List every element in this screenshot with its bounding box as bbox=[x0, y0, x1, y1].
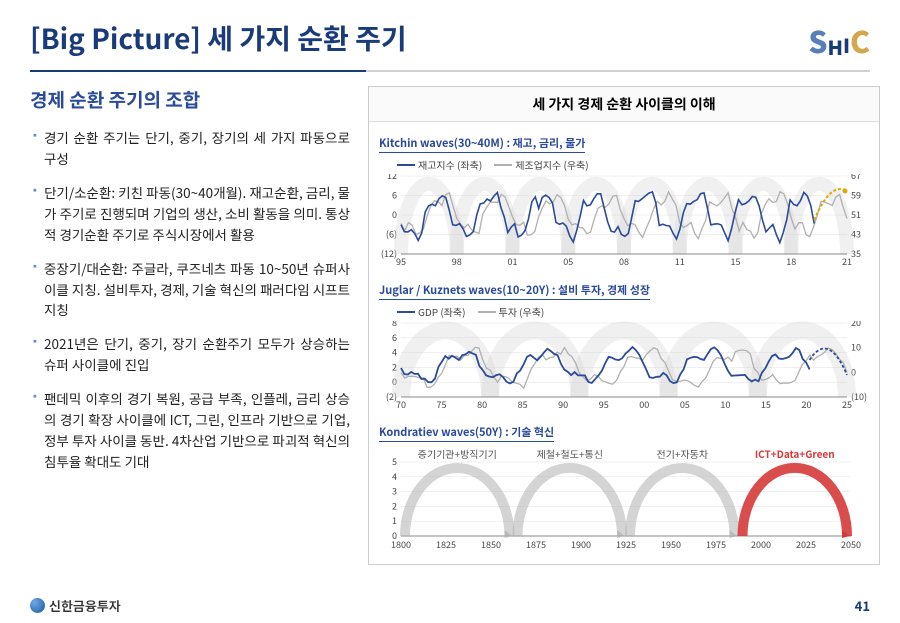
svg-text:15: 15 bbox=[761, 398, 771, 411]
bullet-item: 팬데믹 이후의 경기 복원, 공급 부족, 인플레, 금리 상승의 경기 확장 … bbox=[30, 388, 350, 472]
chart-kondratiev: Kondratiev waves(50Y) : 기술 혁신 5432101800… bbox=[379, 417, 869, 554]
bullet-list: 경기 순환 주기는 단기, 중기, 장기의 세 가지 파동으로 구성단기/소순환… bbox=[30, 127, 350, 472]
legend-item: 제조업지수 (우축) bbox=[494, 157, 588, 172]
svg-text:ICT+Data+Green: ICT+Data+Green bbox=[755, 446, 835, 461]
bullet-item: 경기 순환 주기는 단기, 중기, 장기의 세 가지 파동으로 구성 bbox=[30, 127, 350, 169]
svg-text:59: 59 bbox=[851, 189, 861, 202]
svg-text:51: 51 bbox=[851, 208, 861, 221]
svg-text:증기기관+방직기기: 증기기관+방직기기 bbox=[418, 446, 497, 461]
logo: S H I C bbox=[808, 18, 870, 62]
chart1-title: Kitchin waves(30~40M) : 재고, 금리, 물가 bbox=[379, 135, 585, 153]
chart1-legend: 재고지수 (좌축) 제조업지수 (우축) bbox=[397, 157, 869, 172]
svg-text:08: 08 bbox=[619, 255, 629, 268]
bullet-item: 단기/소순환: 키친 파동(30~40개월). 재고순환, 금리, 물가 주기로… bbox=[30, 182, 350, 245]
legend-item: 재고지수 (좌축) bbox=[397, 157, 482, 172]
title-divider bbox=[30, 70, 870, 72]
svg-text:95: 95 bbox=[396, 255, 406, 268]
svg-text:4: 4 bbox=[392, 470, 397, 483]
svg-text:00: 00 bbox=[639, 398, 649, 411]
chart1-svg: 1260(6)(12)6759514335959801050811151821 bbox=[379, 174, 869, 269]
svg-text:1925: 1925 bbox=[616, 538, 636, 551]
svg-text:10: 10 bbox=[851, 341, 861, 354]
svg-text:11: 11 bbox=[675, 255, 685, 268]
bullet-item: 중장기/대순환: 주글라, 쿠즈네츠 파동 10~50년 슈퍼사이클 지칭. 설… bbox=[30, 258, 350, 321]
svg-text:15: 15 bbox=[731, 255, 741, 268]
svg-text:98: 98 bbox=[452, 255, 462, 268]
svg-text:1875: 1875 bbox=[526, 538, 546, 551]
chart2-legend: GDP (좌축) 투자 (우축) bbox=[397, 304, 869, 319]
svg-text:20: 20 bbox=[851, 321, 861, 329]
svg-text:90: 90 bbox=[558, 398, 568, 411]
chart2-svg: 86420(2)20100(10)70758085909500051015202… bbox=[379, 321, 869, 411]
svg-text:18: 18 bbox=[786, 255, 796, 268]
svg-text:5: 5 bbox=[392, 455, 397, 468]
logo-c: C bbox=[850, 18, 870, 62]
chart-juglar: Juglar / Kuznets waves(10~20Y) : 설비 투자, … bbox=[379, 275, 869, 411]
svg-text:75: 75 bbox=[437, 398, 447, 411]
bullet-item: 2021년은 단기, 중기, 장기 순환주기 모두가 상승하는 슈퍼 사이클에 … bbox=[30, 333, 350, 375]
chart-panel-header: 세 가지 경제 순환 사이클의 이해 bbox=[369, 87, 879, 122]
svg-text:05: 05 bbox=[563, 255, 573, 268]
svg-text:전기+자동차: 전기+자동차 bbox=[656, 446, 708, 461]
legend-item: GDP (좌축) bbox=[397, 304, 466, 319]
svg-text:8: 8 bbox=[392, 321, 397, 329]
chart2-title: Juglar / Kuznets waves(10~20Y) : 설비 투자, … bbox=[379, 282, 650, 300]
svg-text:21: 21 bbox=[842, 255, 852, 268]
svg-text:12: 12 bbox=[387, 174, 397, 182]
company-icon bbox=[30, 598, 45, 613]
svg-text:85: 85 bbox=[518, 398, 528, 411]
svg-text:2025: 2025 bbox=[796, 538, 816, 551]
svg-text:3: 3 bbox=[392, 485, 397, 498]
svg-text:제철+철도+통신: 제철+철도+통신 bbox=[537, 446, 603, 461]
chart-kitchin: Kitchin waves(30~40M) : 재고, 금리, 물가 재고지수 … bbox=[379, 128, 869, 269]
svg-text:10: 10 bbox=[720, 398, 730, 411]
svg-text:2000: 2000 bbox=[751, 538, 771, 551]
svg-text:1900: 1900 bbox=[571, 538, 591, 551]
svg-text:1850: 1850 bbox=[481, 538, 501, 551]
logo-i: I bbox=[843, 30, 850, 59]
svg-text:67: 67 bbox=[851, 174, 861, 182]
svg-text:80: 80 bbox=[477, 398, 487, 411]
svg-text:1975: 1975 bbox=[706, 538, 726, 551]
svg-text:95: 95 bbox=[599, 398, 609, 411]
svg-text:20: 20 bbox=[801, 398, 811, 411]
svg-text:6: 6 bbox=[392, 189, 397, 202]
svg-text:6: 6 bbox=[392, 331, 397, 344]
logo-h: H bbox=[828, 32, 843, 61]
svg-text:4: 4 bbox=[392, 346, 397, 359]
svg-text:1950: 1950 bbox=[661, 538, 681, 551]
footer-company: 신한금융투자 bbox=[30, 596, 121, 615]
svg-text:70: 70 bbox=[396, 398, 406, 411]
logo-s: S bbox=[808, 18, 827, 62]
page-number: 41 bbox=[855, 596, 870, 615]
svg-text:1800: 1800 bbox=[391, 538, 411, 551]
svg-text:05: 05 bbox=[680, 398, 690, 411]
svg-text:1: 1 bbox=[392, 514, 397, 527]
svg-text:1825: 1825 bbox=[436, 538, 456, 551]
svg-text:2050: 2050 bbox=[841, 538, 861, 551]
svg-text:25: 25 bbox=[842, 398, 852, 411]
chart3-title: Kondratiev waves(50Y) : 기술 혁신 bbox=[379, 424, 554, 442]
svg-text:2: 2 bbox=[392, 499, 397, 512]
page-title: [Big Picture] 세 가지 순환 주기 bbox=[30, 18, 407, 58]
company-name: 신한금융투자 bbox=[49, 596, 121, 615]
legend-item: 투자 (우축) bbox=[478, 304, 545, 319]
subtitle: 경제 순환 주기의 조합 bbox=[30, 86, 350, 113]
svg-text:0: 0 bbox=[392, 208, 397, 221]
chart3-svg: 5432101800182518501875190019251950197520… bbox=[379, 444, 869, 554]
svg-text:01: 01 bbox=[508, 255, 518, 268]
